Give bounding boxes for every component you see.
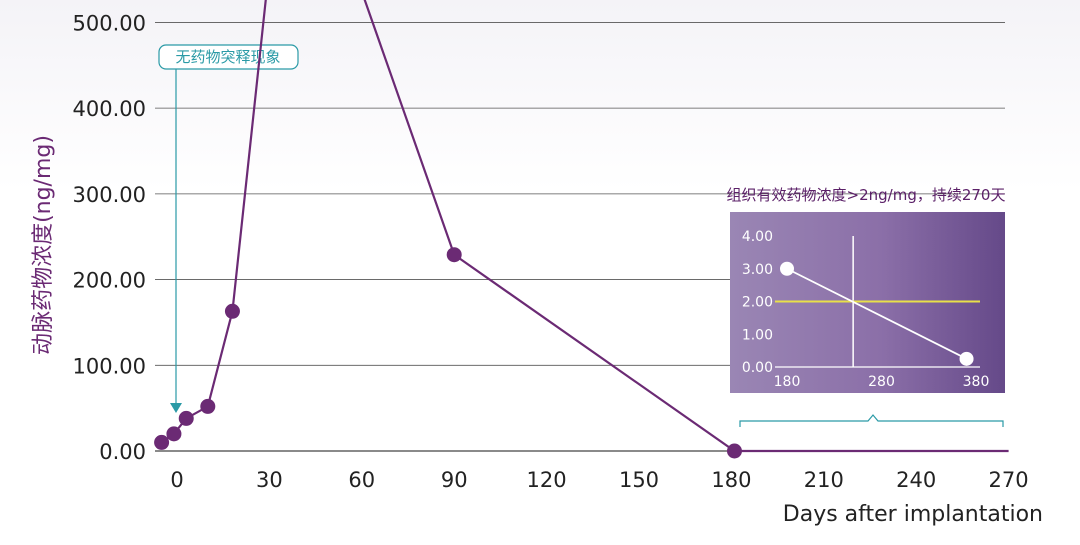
x-axis-ticks: 0 30 60 90 120 150 180 210 240 270 — [170, 468, 1028, 492]
x-tick-label-6: 180 — [711, 468, 751, 492]
x-tick-label-5: 150 — [619, 468, 659, 492]
inset-title: 组织有效药物浓度>2ng/mg，持续270天 — [727, 186, 1006, 204]
no-burst-label: 无药物突释现象 — [175, 48, 280, 66]
series-points — [154, 247, 742, 459]
duration-brace — [739, 414, 1004, 427]
data-point-1 — [166, 426, 182, 442]
y-tick-label-1: 100.00 — [73, 354, 146, 378]
inset-y-tick-label-4: 4.00 — [742, 229, 773, 245]
data-point-0 — [154, 434, 170, 450]
inset-series-line — [786, 267, 967, 360]
inset-data-point-1 — [959, 351, 974, 366]
x-tick-label-1: 30 — [256, 468, 283, 492]
x-tick-label-7: 210 — [804, 468, 844, 492]
x-tick-label-9: 270 — [989, 468, 1029, 492]
inset-x-tick-label-1: 280 — [868, 374, 895, 390]
y-axis-ticks: 0.00100.00200.00300.00400.00500.00600.00… — [73, 11, 146, 464]
x-tick-label-4: 120 — [527, 468, 567, 492]
y-axis-label: 动脉药物浓度(ng/mg) — [31, 135, 56, 355]
x-axis-label: Days after implantation — [783, 502, 1043, 527]
x-tick-label-3: 90 — [441, 468, 468, 492]
data-point-4 — [224, 303, 240, 319]
data-point-3 — [200, 398, 216, 414]
y-tick-label-2: 200.00 — [73, 269, 146, 293]
data-point-8 — [446, 247, 462, 263]
no-burst-label-box — [158, 44, 299, 70]
y-tick-label-5: 500.00 — [73, 11, 146, 35]
x-tick-label-0: 0 — [170, 468, 183, 492]
inset-y-tick-label-0: 0.00 — [742, 360, 773, 376]
inset-chart: 组织有效药物浓度>2ng/mg，持续270天 0.00 1.00 2.00 3.00 4… — [727, 186, 1006, 393]
y-tick-label-0: 0.00 — [99, 440, 146, 464]
inset-points — [780, 261, 974, 366]
inset-x-tick-label-0: 180 — [774, 374, 801, 390]
inset-y-tick-label-2: 2.00 — [742, 295, 773, 311]
y-tick-label-3: 300.00 — [73, 183, 146, 207]
data-point-9 — [726, 443, 742, 459]
data-point-2 — [178, 410, 194, 426]
x-tick-label-8: 240 — [896, 468, 936, 492]
inset-x-tick-label-2: 380 — [963, 374, 990, 390]
no-burst-arrow-head — [170, 403, 182, 413]
no-burst-annotation: 无药物突释现象 — [158, 44, 299, 413]
inset-data-point-0 — [780, 261, 794, 276]
inset-y-tick-label-1: 1.00 — [742, 327, 773, 343]
inset-ticks: 0.00 1.00 2.00 3.00 4.00 180 280 380 — [742, 229, 990, 390]
inset-y-tick-label-3: 3.00 — [742, 262, 773, 278]
x-tick-label-2: 60 — [348, 468, 375, 492]
y-tick-label-4: 400.00 — [73, 97, 146, 121]
